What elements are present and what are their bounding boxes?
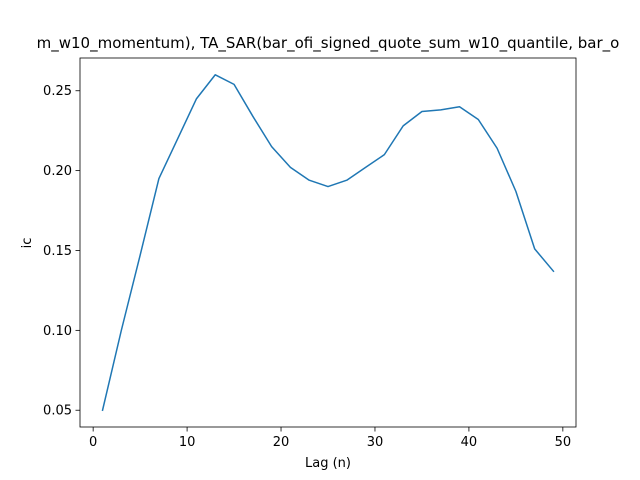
x-tick-label: 40 bbox=[461, 435, 478, 450]
y-tick-label: 0.25 bbox=[43, 84, 72, 99]
y-tick-label: 0.15 bbox=[43, 244, 72, 259]
y-tick-label: 0.20 bbox=[43, 164, 72, 179]
y-tick-label: 0.10 bbox=[43, 324, 72, 339]
x-tick-label: 0 bbox=[89, 435, 97, 450]
x-tick-label: 30 bbox=[367, 435, 384, 450]
plot-frame bbox=[79, 57, 577, 428]
x-axis-label: Lag (n) bbox=[305, 456, 351, 471]
series-line-1 bbox=[101, 74, 555, 412]
x-tick-label: 10 bbox=[179, 435, 196, 450]
y-axis-label: ic bbox=[20, 238, 35, 249]
plot-area: 0 10 20 30 40 50 0.05 0.10 0.15 0.20 0.25 bbox=[43, 57, 577, 450]
chart-title: m_w10_momentum), TA_SAR(bar_ofi_signed_q… bbox=[37, 34, 620, 53]
y-tick-label: 0.05 bbox=[43, 404, 72, 419]
x-tick-label: 20 bbox=[273, 435, 290, 450]
x-tick-label: 50 bbox=[555, 435, 572, 450]
